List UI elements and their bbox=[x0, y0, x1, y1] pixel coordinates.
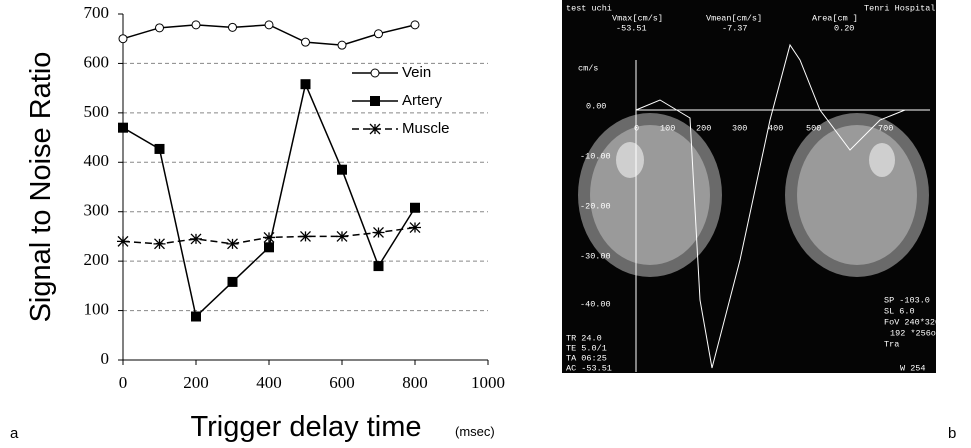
image-text: 0.00 bbox=[586, 101, 606, 111]
image-text: Tenri Hospital bbox=[864, 3, 935, 13]
marker bbox=[155, 23, 164, 33]
marker bbox=[191, 20, 201, 30]
image-text: TR 24.0 bbox=[566, 333, 602, 343]
marker bbox=[191, 311, 201, 322]
marker bbox=[264, 20, 274, 30]
x-tick-label: 400 bbox=[256, 373, 282, 392]
image-text: test uchi bbox=[566, 3, 612, 13]
bone bbox=[869, 143, 895, 177]
image-text: Tra bbox=[884, 339, 899, 349]
bone bbox=[616, 142, 644, 178]
image-text: 700 bbox=[878, 123, 893, 133]
y-axis-label: Signal to Noise Ratio bbox=[25, 52, 57, 323]
image-text: 300 bbox=[732, 123, 747, 133]
legend-marker bbox=[369, 123, 381, 135]
image-text: -20.00 bbox=[580, 201, 611, 211]
marker bbox=[118, 34, 128, 44]
image-text: 400 bbox=[768, 123, 783, 133]
image-text: TE 5.0/1 bbox=[566, 343, 607, 353]
x-tick-label: 0 bbox=[119, 373, 128, 392]
chart: 0 100 200 300 400 500 600 700 0 200 400 600 800 1000 V… bbox=[84, 3, 506, 392]
image-text: SP -103.0 bbox=[884, 295, 930, 305]
marker bbox=[300, 79, 311, 90]
y-tick-label: 500 bbox=[84, 102, 110, 121]
marker bbox=[410, 202, 420, 213]
image-text: 100 bbox=[660, 123, 675, 133]
marker bbox=[373, 261, 384, 272]
marker bbox=[409, 222, 421, 233]
y-tick-label: 100 bbox=[84, 299, 110, 318]
marker bbox=[118, 122, 128, 133]
marker bbox=[153, 238, 166, 250]
marker bbox=[336, 230, 348, 242]
x-tick-label: 600 bbox=[329, 373, 355, 392]
image-text: -10.00 bbox=[580, 151, 611, 161]
x-tick-label: 1000 bbox=[471, 373, 505, 392]
marker bbox=[337, 164, 347, 175]
y-tick-label: 300 bbox=[84, 201, 110, 220]
image-text: -40.00 bbox=[580, 299, 611, 309]
panel-label: a bbox=[10, 425, 19, 442]
marker bbox=[372, 227, 385, 238]
x-tick-label: 800 bbox=[402, 373, 428, 392]
x-tick-label: 200 bbox=[183, 373, 209, 392]
image-text: Vmax[cm/s] bbox=[612, 13, 663, 23]
marker bbox=[154, 143, 165, 154]
image-text: W 254 bbox=[900, 363, 926, 373]
marker bbox=[190, 233, 202, 245]
image-text: AC -53.51 bbox=[566, 363, 612, 373]
velocity-curve bbox=[635, 43, 906, 369]
image-text: -53.51 bbox=[616, 23, 647, 33]
y-tick-label: 400 bbox=[84, 151, 110, 170]
x-axis-unit: (msec) bbox=[455, 424, 495, 439]
image-text: Area[cm ] bbox=[812, 13, 858, 23]
marker bbox=[301, 37, 310, 47]
legend-label: Muscle bbox=[402, 120, 450, 137]
image-text: cm/s bbox=[578, 63, 598, 73]
marker bbox=[264, 242, 274, 253]
image-text: 200 bbox=[696, 123, 711, 133]
y-tick-label: 600 bbox=[84, 52, 110, 71]
image-text: 0 bbox=[634, 123, 639, 133]
panel-label: b bbox=[948, 425, 956, 442]
image-text: 0.20 bbox=[834, 23, 854, 33]
image-text: -30.00 bbox=[580, 251, 611, 261]
marker bbox=[226, 238, 239, 250]
image-text: SL 6.0 bbox=[884, 306, 915, 316]
legend-marker bbox=[370, 96, 380, 106]
image-text: 500 bbox=[806, 123, 821, 133]
y-tick-label: 0 bbox=[101, 349, 110, 368]
image-text: FoV 240*320 bbox=[884, 317, 940, 327]
legend-label: Vein bbox=[402, 64, 431, 81]
marker bbox=[227, 276, 238, 287]
legend-label: Artery bbox=[402, 92, 443, 109]
mri-image: test uchi Vmax[cm/s] -53.51 Vmean[cm/s] … bbox=[562, 0, 940, 373]
marker bbox=[410, 20, 420, 30]
image-text: TA 06:25 bbox=[566, 353, 607, 363]
image-text: -7.37 bbox=[722, 23, 748, 33]
marker bbox=[337, 40, 347, 50]
legend-marker bbox=[370, 68, 380, 78]
thigh-right-inner bbox=[797, 125, 917, 265]
marker bbox=[228, 22, 237, 32]
y-tick-label: 700 bbox=[84, 3, 110, 22]
series-line bbox=[122, 81, 416, 318]
y-tick-label: 200 bbox=[84, 250, 110, 269]
marker bbox=[117, 235, 129, 247]
marker bbox=[263, 231, 275, 243]
x-axis-label: Trigger delay time bbox=[190, 411, 421, 443]
marker bbox=[374, 29, 383, 39]
marker bbox=[299, 230, 312, 242]
image-text: 192 *256o bbox=[890, 328, 936, 338]
image-text: Vmean[cm/s] bbox=[706, 13, 762, 23]
